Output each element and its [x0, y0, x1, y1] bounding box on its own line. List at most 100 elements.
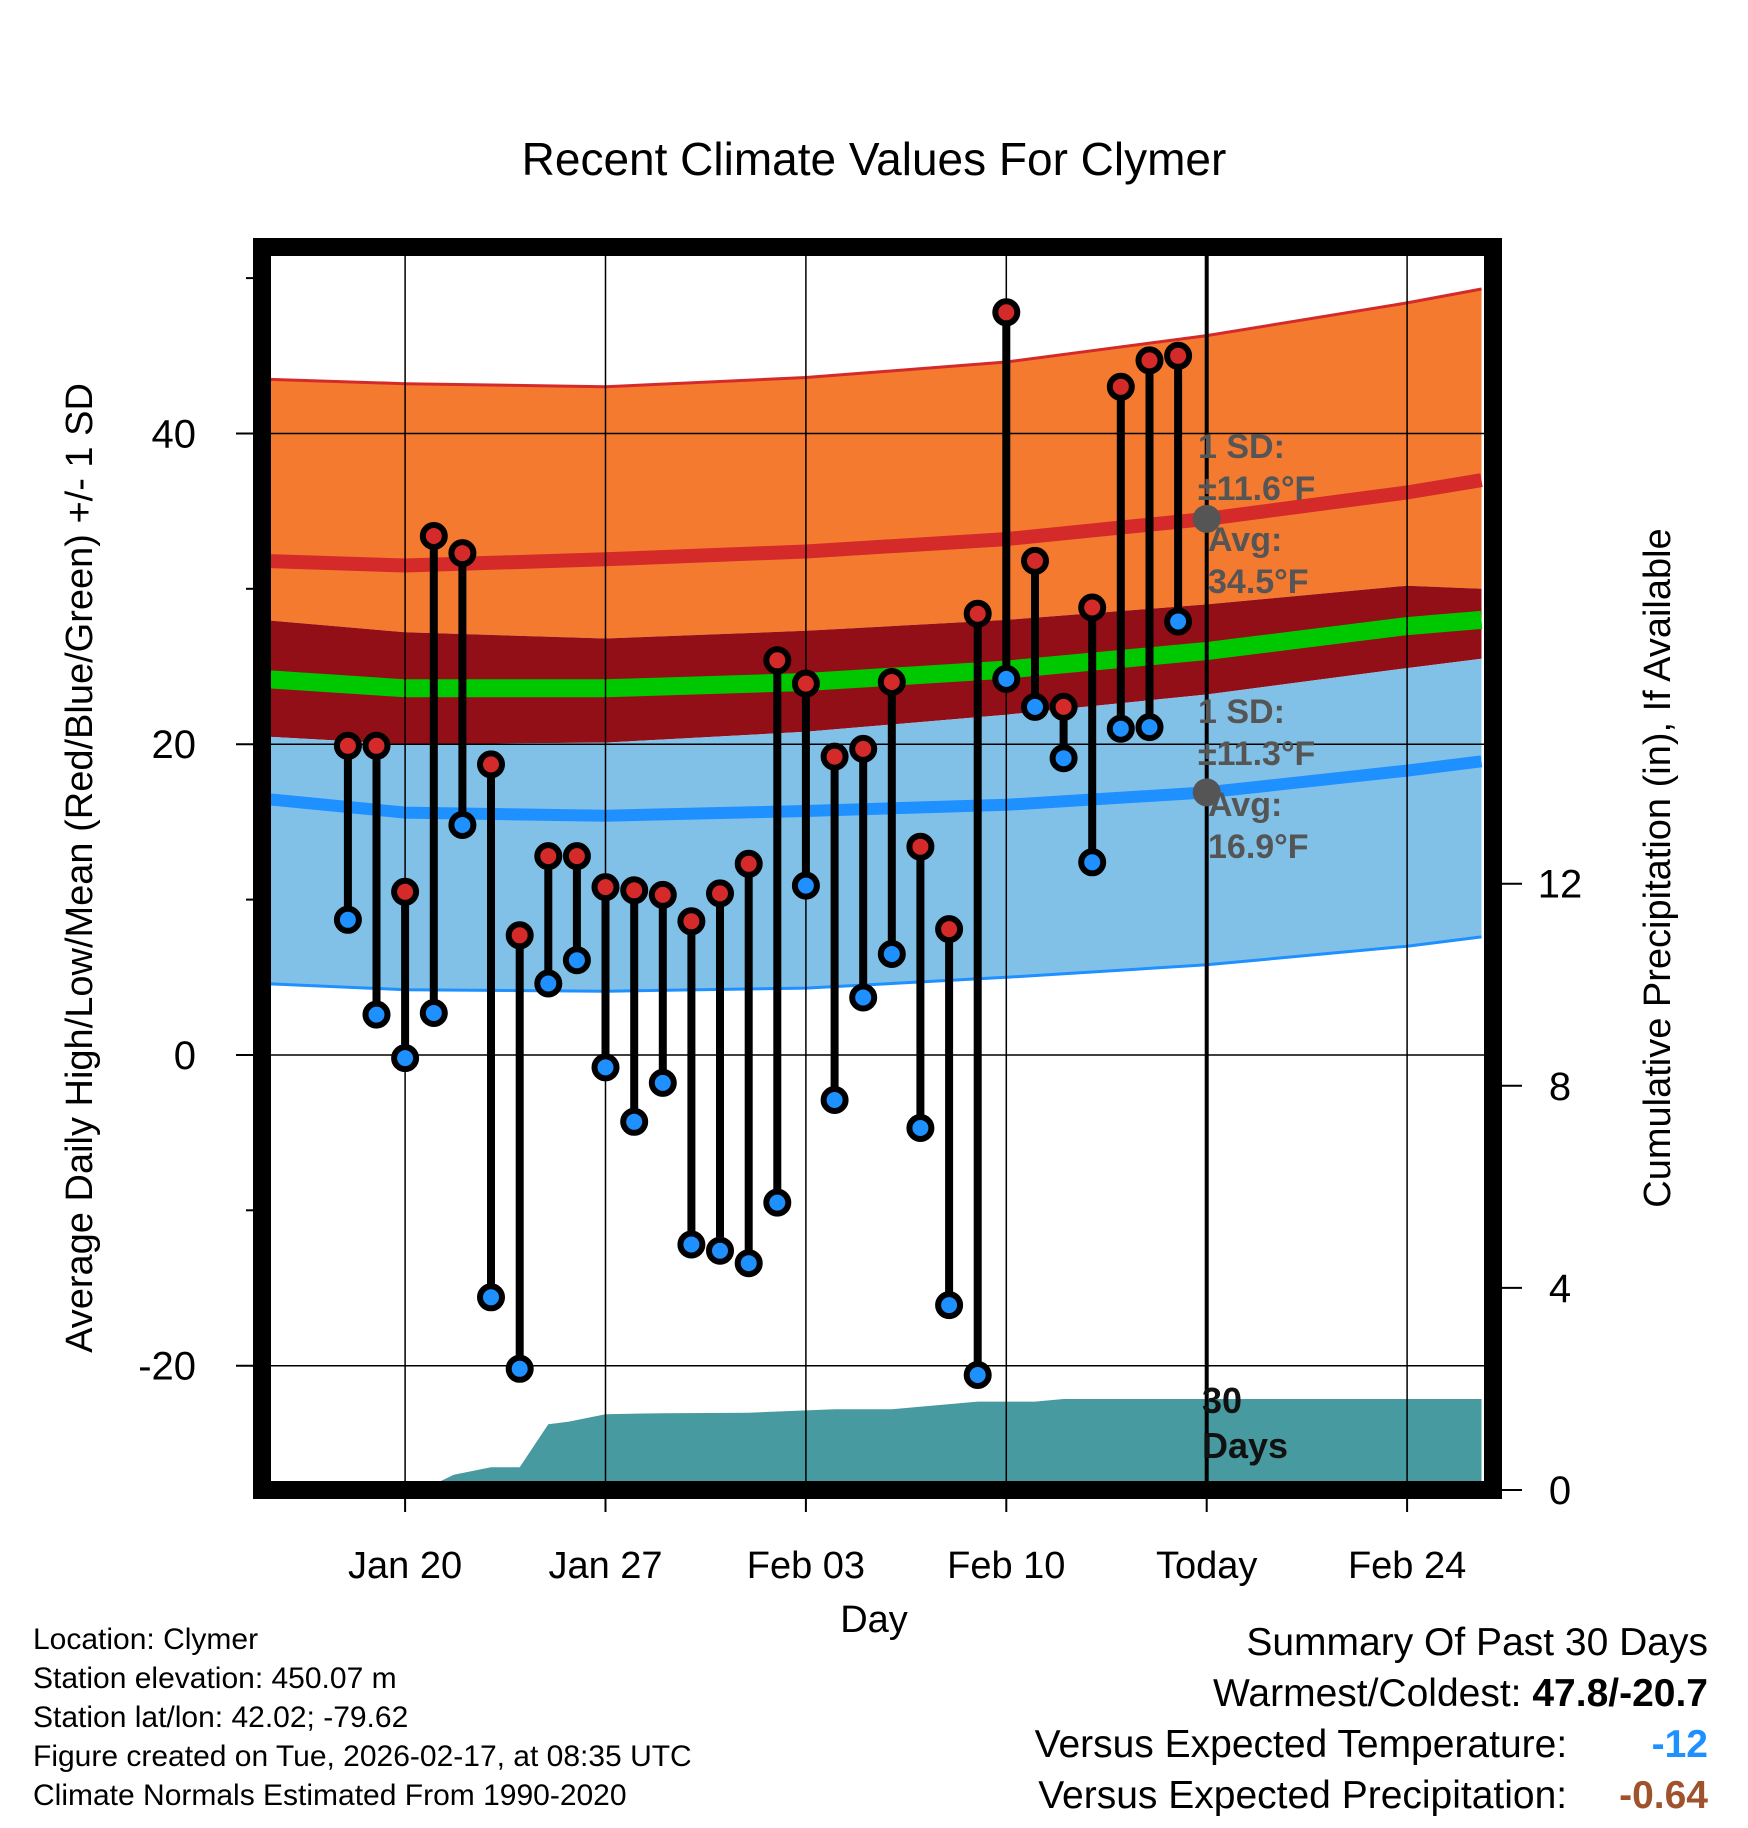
low-temp-point [734, 1249, 763, 1278]
high-temp-point [534, 842, 563, 871]
low-temp-point [906, 1114, 935, 1142]
right-axis: 12 8 4 0 [1493, 863, 1582, 1513]
low-temp-point [1164, 607, 1193, 636]
low-temp-point [591, 1053, 620, 1082]
high-temp-point [877, 668, 906, 696]
low-sd-label: 1 SD: [1198, 693, 1285, 731]
low-avg-value: 16.9°F [1208, 828, 1309, 866]
latlon-text: Station lat/lon: 42.02; -79.62 [33, 1701, 409, 1734]
high-temp-point [448, 539, 477, 568]
high-temp-point [1049, 692, 1078, 721]
low-temp-point [1135, 713, 1164, 742]
temp-departure-value: -12 [1651, 1723, 1708, 1766]
high-temp-point [505, 921, 534, 950]
high-sd-label: 1 SD: [1198, 428, 1285, 466]
low-temp-point [419, 999, 448, 1027]
precip-departure-row: Versus Expected Precipitation: -0.64 [1035, 1770, 1708, 1821]
left-tick-label: 0 [174, 1034, 196, 1078]
low-sd-band [262, 658, 1482, 992]
low-temp-point [448, 811, 477, 839]
high-temp-point [992, 298, 1021, 327]
x-tick-label: Jan 27 [548, 1545, 662, 1587]
high-temp-point [677, 907, 706, 936]
low-temp-point [1049, 744, 1078, 773]
left-axis: 40 20 0 -20 [138, 277, 262, 1389]
low-temp-point [477, 1283, 505, 1312]
precipitation-area [262, 1399, 1482, 1490]
high-temp-point [419, 522, 448, 550]
high-temp-point [963, 599, 992, 628]
high-temp-point [935, 915, 964, 944]
right-axis-title: Cumulative Precipitation (in), If Availa… [1637, 528, 1679, 1207]
high-temp-point [763, 646, 792, 675]
left-tick-label: 20 [152, 723, 197, 767]
cumulative-precip-area [262, 1399, 1482, 1490]
low-temp-point [620, 1107, 649, 1136]
low-temp-point [992, 664, 1021, 693]
high-sd-value: ±11.6°F [1198, 470, 1315, 508]
right-tick-label: 8 [1549, 1065, 1571, 1109]
right-tick-label: 12 [1538, 863, 1583, 907]
mean-average-line [261, 610, 1483, 698]
left-tick-label: -20 [138, 1345, 196, 1389]
low-temp-point [963, 1361, 992, 1389]
x-tick-label: Today [1156, 1545, 1257, 1587]
high-temp-point [1078, 593, 1107, 622]
today-high-normal-point [1192, 504, 1221, 533]
x-tick-label: Feb 03 [747, 1545, 865, 1587]
high-temp-point [1106, 372, 1135, 401]
low-temp-point [1078, 848, 1107, 877]
low-temp-point [877, 940, 906, 968]
warm-cold-row: Warmest/Coldest: 47.8/-20.7 [1035, 1668, 1708, 1719]
high-temp-point [706, 879, 734, 908]
low-average-line [261, 755, 1483, 822]
high-temp-point [1021, 546, 1049, 575]
x-tick-label: Feb 10 [947, 1545, 1065, 1587]
right-tick-label: 4 [1549, 1267, 1571, 1311]
temp-departure-row: Versus Expected Temperature: -12 [1035, 1719, 1708, 1770]
precip-departure-value: -0.64 [1619, 1774, 1708, 1817]
low-temp-point [362, 1000, 391, 1029]
high-temp-point [362, 731, 391, 760]
low-temp-point [763, 1188, 792, 1217]
normals-text: Climate Normals Estimated From 1990-2020 [33, 1779, 627, 1812]
high-temp-point [620, 876, 649, 905]
high-temp-point [562, 842, 591, 871]
high-temp-point [820, 742, 849, 771]
low-temp-point [677, 1230, 706, 1259]
period-count: 30 [1202, 1380, 1242, 1421]
summary-panel: Summary Of Past 30 Days Warmest/Coldest:… [1035, 1617, 1708, 1821]
period-unit: Days [1202, 1425, 1288, 1466]
left-axis-title: Average Daily High/Low/Mean (Red/Blue/Gr… [59, 383, 101, 1353]
low-temp-point [333, 905, 362, 934]
low-temp-point [820, 1086, 849, 1114]
high-temp-point [391, 877, 420, 906]
low-temp-point [1106, 714, 1135, 743]
warm-cold-value: 47.8/-20.7 [1532, 1672, 1708, 1715]
low-avg-label: Avg: [1208, 786, 1282, 824]
high-temp-point [791, 669, 820, 698]
precip-departure-label: Versus Expected Precipitation: [1038, 1774, 1568, 1817]
high-temp-point [1135, 346, 1164, 375]
low-temp-point [706, 1236, 734, 1265]
low-temp-point [1021, 692, 1049, 721]
low-temp-point [534, 969, 563, 998]
high-temp-point [906, 832, 935, 861]
temp-departure-label: Versus Expected Temperature: [1034, 1723, 1568, 1766]
low-temp-point [391, 1044, 420, 1073]
elevation-text: Station elevation: 450.07 m [33, 1662, 397, 1695]
created-text: Figure created on Tue, 2026-02-17, at 08… [33, 1740, 692, 1773]
location-text: Location: Clymer [33, 1623, 259, 1656]
high-temp-point [648, 880, 677, 909]
high-avg-label: Avg: [1208, 521, 1282, 559]
normal-bands [261, 287, 1483, 993]
low-lower-edge [261, 935, 1482, 993]
x-tick-label: Jan 20 [348, 1545, 462, 1587]
high-temp-point [734, 849, 763, 878]
x-tick-label: Feb 24 [1348, 1545, 1466, 1587]
left-tick-label: 40 [152, 413, 197, 457]
low-sd-value: ±11.3°F [1198, 735, 1315, 773]
high-upper-edge [261, 287, 1482, 389]
high-temp-point [849, 734, 878, 763]
